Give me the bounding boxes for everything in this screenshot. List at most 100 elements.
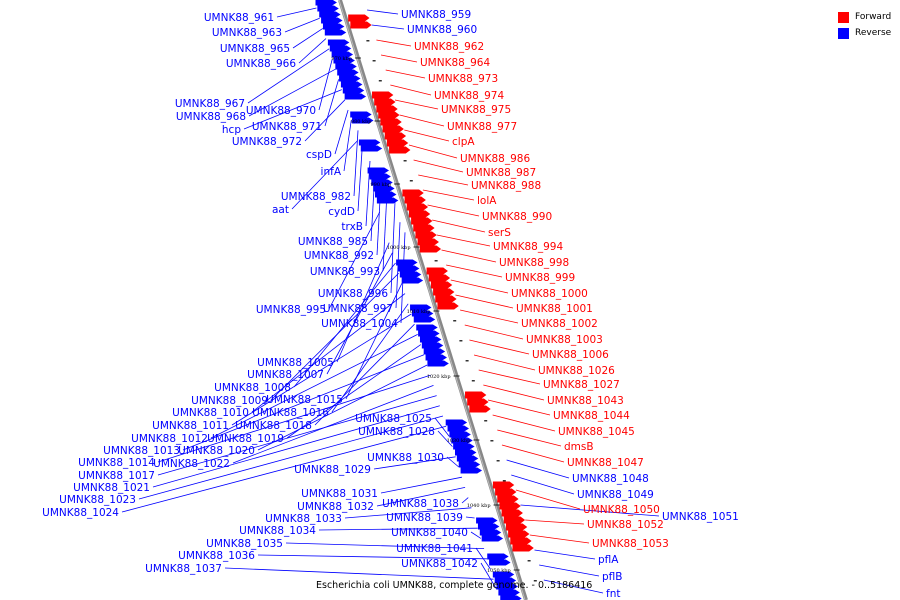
left-leader-line [324, 79, 339, 127]
right-gene-label: UMNK88_988 [471, 180, 541, 192]
left-leader-line [328, 211, 381, 310]
right-gene-label: UMNK88_1048 [572, 473, 649, 485]
reverse-feature [425, 354, 447, 361]
reverse-feature [329, 45, 352, 52]
forward-feature [417, 238, 439, 246]
reverse-feature [322, 23, 345, 30]
reverse-feature [340, 81, 363, 88]
right-gene-label: UMNK88_1006 [532, 349, 609, 361]
forward-feature [384, 132, 407, 140]
forward-feature [512, 544, 534, 552]
right-leader-line [511, 474, 575, 495]
left-gene-label: hcp [222, 124, 241, 136]
reverse-feature [315, 0, 337, 6]
right-gene-label: UMNK88_998 [499, 257, 569, 269]
reverse-feature [399, 271, 422, 278]
left-leader-line [138, 415, 444, 500]
right-gene-label: UMNK88_987 [466, 167, 536, 179]
left-leader-line [390, 201, 396, 294]
right-leader-line [399, 114, 445, 127]
left-leader-line [157, 395, 437, 476]
left-leader-line [286, 344, 422, 439]
tick-label: 1040 kbp [467, 503, 491, 509]
forward-feature [402, 189, 424, 197]
right-leader-line [367, 9, 399, 15]
left-leader-line [334, 109, 349, 155]
forward-feature [350, 21, 372, 29]
right-gene-label: UMNK88_1052 [587, 519, 664, 531]
left-leader-line [437, 430, 453, 447]
tick-label: 1050 kbp [487, 568, 511, 574]
left-gene-label: cspD [306, 149, 332, 161]
left-gene-label: trxB [341, 221, 363, 233]
left-gene-label: UMNK88_1009 [191, 395, 268, 407]
reverse-feature [460, 467, 483, 474]
left-leader-line [248, 68, 336, 117]
left-leader-line [434, 417, 450, 437]
left-gene-label: UMNK88_1021 [73, 482, 150, 494]
legend-forward: Forward [838, 9, 891, 25]
left-gene-label: UMNK88_996 [318, 288, 388, 300]
reverse-feature [352, 117, 374, 124]
left-gene-label: UMNK88_997 [323, 303, 393, 315]
right-leader-line [394, 99, 439, 110]
right-gene-label: UMNK88_975 [441, 104, 511, 116]
forward-feature [389, 146, 411, 154]
right-leader-line [520, 504, 660, 517]
forward-feature [467, 398, 489, 406]
left-leader-line [314, 323, 415, 426]
left-gene-label: UMNK88_995 [256, 304, 326, 316]
right-gene-label: UMNK88_1044 [553, 410, 630, 422]
reverse-feature [449, 431, 471, 438]
left-gene-label: UMNK88_1010 [172, 407, 249, 419]
right-leader-line [427, 204, 480, 217]
forward-feature [505, 523, 528, 531]
left-leader-line [243, 89, 342, 130]
reverse-feature [487, 553, 509, 560]
left-gene-label: UMNK88_961 [204, 12, 274, 24]
right-leader-line [441, 249, 497, 263]
right-leader-line [464, 324, 524, 340]
reverse-feature [423, 348, 446, 355]
left-gene-label: UMNK88_985 [298, 236, 368, 248]
forward-feature [430, 281, 453, 289]
reverse-feature [496, 583, 518, 590]
reverse-feature [358, 139, 381, 146]
reverse-feature [421, 342, 444, 349]
forward-feature [380, 118, 402, 126]
right-leader-line [492, 414, 556, 432]
right-gene-label: clpA [452, 136, 475, 148]
reverse-feature [331, 51, 354, 58]
forward-feature [378, 111, 400, 119]
left-gene-label: UMNK88_1039 [386, 512, 463, 524]
left-gene-label: infA [321, 166, 342, 178]
left-leader-line [121, 425, 447, 513]
forward-feature [495, 488, 517, 496]
left-leader-line [343, 120, 352, 172]
right-leader-line [543, 579, 604, 594]
left-leader-line [376, 487, 466, 507]
left-leader-line [318, 527, 478, 531]
right-gene-label: UMNK88_1043 [547, 395, 624, 407]
forward-feature [497, 495, 519, 503]
left-gene-label: UMNK88_1012 [131, 433, 208, 445]
right-leader-line [450, 279, 509, 294]
left-leader-line [465, 516, 475, 519]
right-leader-line [418, 174, 469, 186]
right-leader-line [385, 69, 426, 79]
left-gene-label: UMNK88_1041 [396, 543, 473, 555]
reverse-feature [396, 259, 418, 266]
right-gene-label: UMNK88_974 [434, 90, 504, 102]
reverse-feature [371, 179, 393, 186]
left-gene-label: UMNK88_1019 [207, 433, 284, 445]
reverse-feature [327, 39, 350, 46]
left-leader-line [382, 191, 388, 272]
left-leader-line [285, 542, 485, 549]
right-gene-label: UMNK88_962 [414, 41, 484, 53]
left-leader-line [284, 17, 320, 33]
left-leader-line [251, 293, 406, 413]
left-gene-label: UMNK88_1029 [294, 464, 371, 476]
right-gene-label: UMNK88_1002 [521, 318, 598, 330]
forward-feature [411, 217, 433, 225]
